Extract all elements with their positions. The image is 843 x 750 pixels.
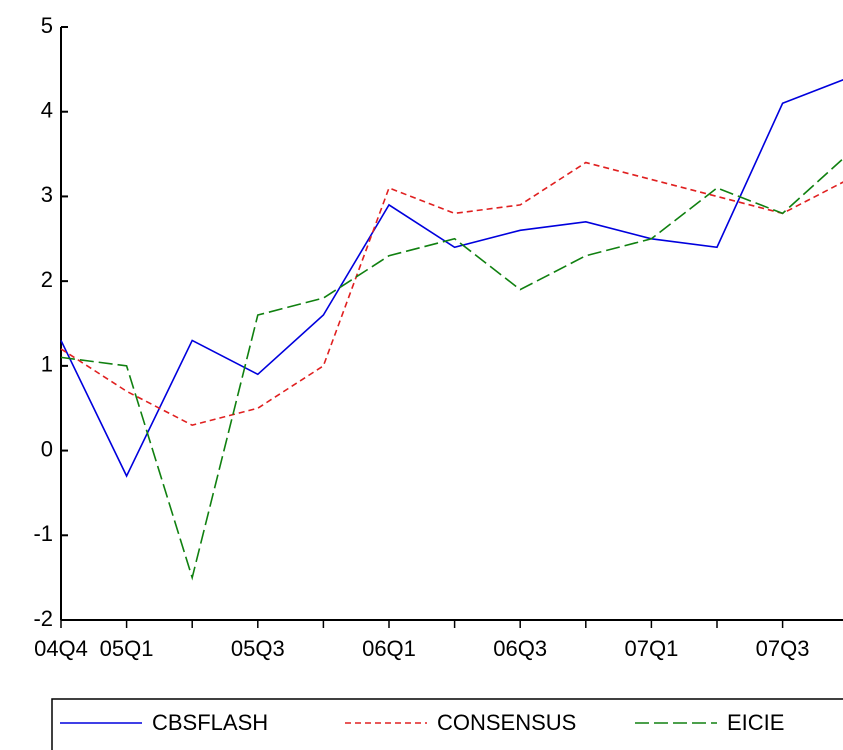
legend: CBSFLASH CONSENSUS EICIE <box>51 698 843 750</box>
y-tick-label: 2 <box>41 267 53 292</box>
y-tick-label: 0 <box>41 436 53 461</box>
plot-area <box>60 26 843 628</box>
x-tick-label: 06Q3 <box>493 636 547 661</box>
series-line <box>60 161 843 427</box>
x-tick-label: 07Q1 <box>624 636 678 661</box>
x-tick-label: 05Q1 <box>100 636 154 661</box>
y-tick-label: 1 <box>41 352 53 377</box>
y-tick-label: 3 <box>41 182 53 207</box>
x-tick-label: 06Q1 <box>362 636 416 661</box>
legend-label: EICIE <box>727 710 784 735</box>
legend-label: CBSFLASH <box>152 710 268 735</box>
series-line <box>60 78 843 478</box>
legend-box <box>51 698 843 750</box>
y-tick-label: -1 <box>33 521 53 546</box>
y-tick-label: 4 <box>41 98 53 123</box>
series-line <box>60 157 843 581</box>
y-tick-label: 5 <box>41 13 53 38</box>
legend-label: CONSENSUS <box>437 710 576 735</box>
x-tick-label: 07Q3 <box>756 636 810 661</box>
x-tick-label: 04Q4 <box>34 636 88 661</box>
x-tick-label: 05Q3 <box>231 636 285 661</box>
y-tick-label: -2 <box>33 606 53 631</box>
